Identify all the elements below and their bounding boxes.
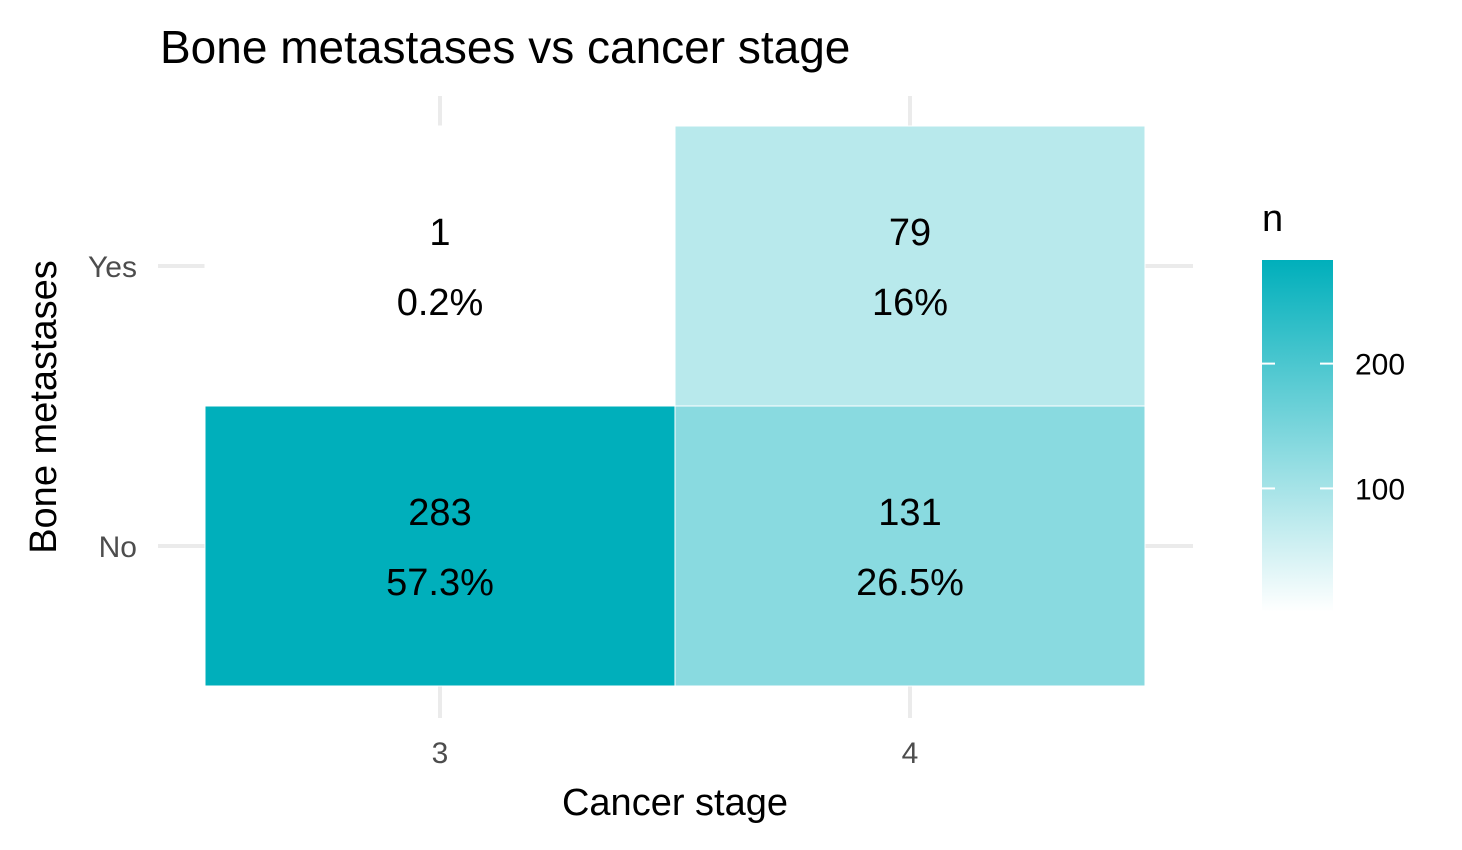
- y-tick-label-no: No: [99, 531, 137, 564]
- legend-title: n: [1262, 198, 1283, 240]
- cell-count-label: 79: [889, 212, 931, 254]
- heatmap-tile-stage-4-no: [674, 405, 1146, 687]
- y-tick-label-yes: Yes: [88, 251, 137, 284]
- cell-count-label: 131: [878, 492, 941, 534]
- cell-percent-label: 0.2%: [397, 282, 484, 324]
- legend-tick-label: 200: [1355, 349, 1405, 382]
- x-axis-title: Cancer stage: [562, 782, 788, 824]
- cell-percent-label: 57.3%: [386, 562, 494, 604]
- heatmap-tile-stage-3-yes: [204, 125, 676, 407]
- legend-colorbar: [1262, 260, 1333, 612]
- heatmap-tiles: [204, 125, 1146, 687]
- heatmap-tile-stage-3-no: [204, 405, 676, 687]
- chart-title: Bone metastases vs cancer stage: [160, 21, 850, 73]
- cell-labels: 1 0.2% 79 16% 283 57.3% 131 26.5%: [386, 212, 964, 604]
- x-tick-label-3: 3: [432, 737, 449, 770]
- axis-tick-labels: 3 4 No Yes: [88, 251, 918, 770]
- heatmap-tile-stage-4-yes: [674, 125, 1146, 407]
- x-tick-label-4: 4: [902, 737, 919, 770]
- cell-percent-label: 16%: [872, 282, 948, 324]
- cell-count-label: 1: [429, 212, 450, 254]
- cell-count-label: 283: [408, 492, 471, 534]
- legend-tick-label: 100: [1355, 473, 1405, 506]
- y-axis-title: Bone metastases: [23, 260, 65, 554]
- cell-percent-label: 26.5%: [856, 562, 964, 604]
- color-legend: n 100 200: [1262, 198, 1405, 612]
